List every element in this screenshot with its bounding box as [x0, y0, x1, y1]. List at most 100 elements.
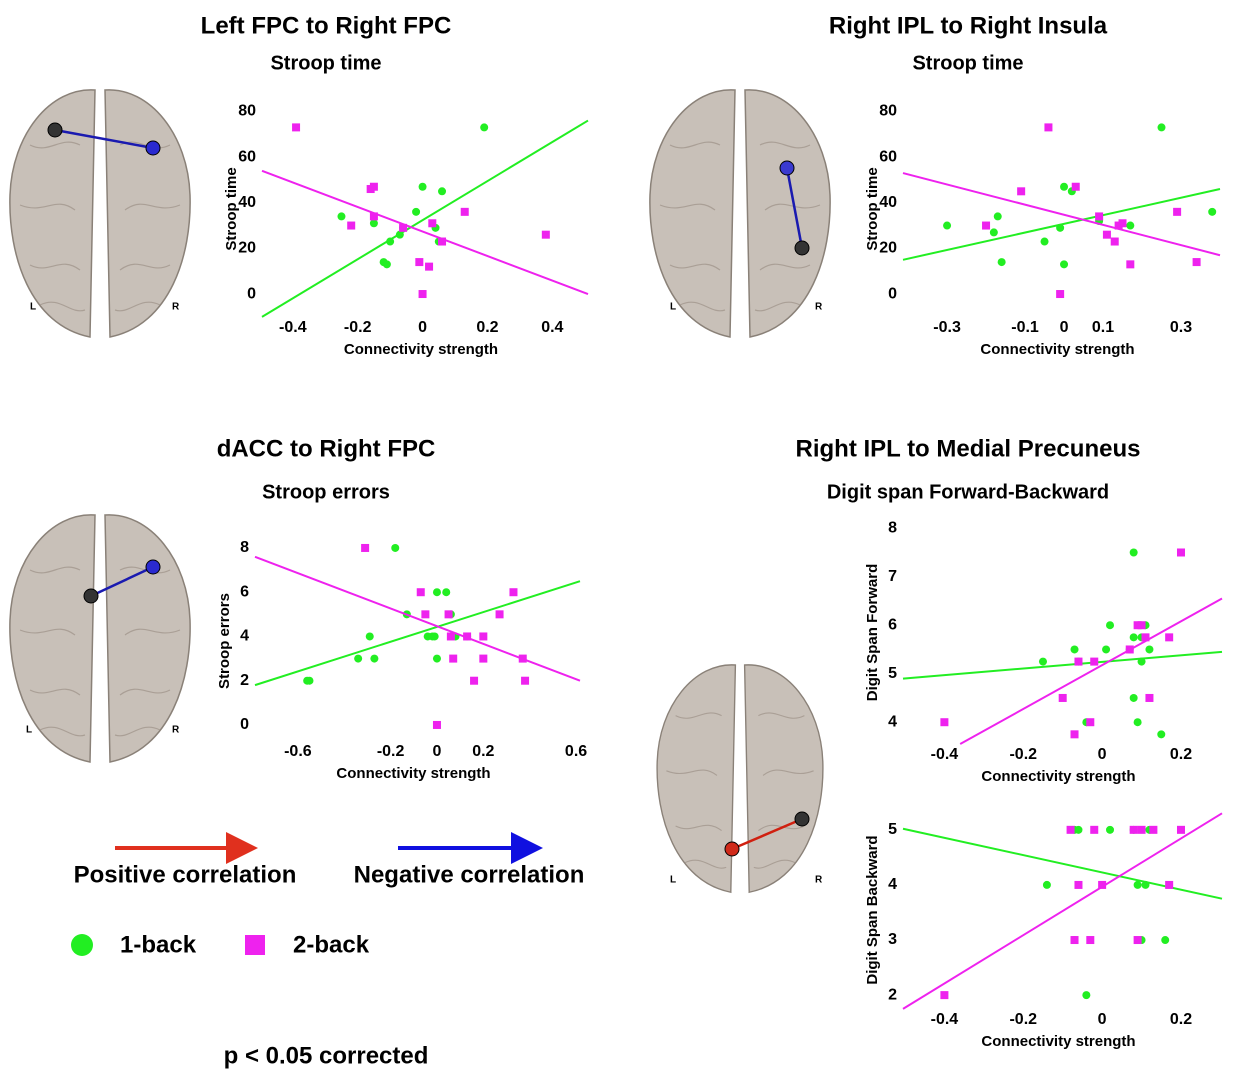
footnote: p < 0.05 corrected	[224, 1042, 429, 1069]
point	[445, 610, 453, 618]
x-tick-label: -0.2	[1009, 746, 1037, 763]
point	[366, 632, 374, 640]
point	[386, 238, 394, 246]
brain-3: L R	[10, 515, 190, 762]
point	[542, 231, 550, 239]
point	[1059, 694, 1067, 702]
point	[421, 610, 429, 618]
point	[1193, 258, 1201, 266]
y-tick-label: 40	[879, 194, 897, 211]
x-tick-label: 0	[418, 319, 427, 336]
point	[449, 655, 457, 663]
point	[461, 208, 469, 216]
point	[480, 123, 488, 131]
point	[347, 222, 355, 230]
point	[1165, 881, 1173, 889]
point	[1017, 187, 1025, 195]
x-tick-label: -0.2	[1009, 1011, 1037, 1028]
point	[1072, 183, 1080, 191]
x-tick-label: 0.2	[472, 743, 494, 760]
chart: Right IPL to Medial PrecuneusDigit span …	[796, 435, 1222, 785]
point	[438, 187, 446, 195]
point	[982, 222, 990, 230]
point	[447, 632, 455, 640]
point	[1090, 658, 1098, 666]
legend-series: 1-back	[120, 931, 197, 958]
point	[1208, 208, 1216, 216]
point	[509, 588, 517, 596]
point	[1074, 658, 1082, 666]
point	[438, 238, 446, 246]
point	[370, 183, 378, 191]
x-tick-label: 0.2	[476, 319, 498, 336]
brain-label: R	[815, 875, 823, 886]
point	[419, 290, 427, 298]
point	[1158, 123, 1166, 131]
y-tick-label: 4	[240, 628, 249, 645]
brain-label: L	[670, 302, 676, 313]
y-tick-label: 5	[888, 665, 897, 682]
legend-marker	[245, 935, 265, 955]
point	[1039, 658, 1047, 666]
brain-1: L R	[10, 90, 190, 337]
point	[1102, 645, 1110, 653]
point	[1056, 290, 1064, 298]
point	[417, 588, 425, 596]
point	[1074, 881, 1082, 889]
y-axis-label: Digit Span Forward	[864, 564, 881, 702]
point	[292, 123, 300, 131]
x-axis-label: Connectivity strength	[981, 1033, 1135, 1050]
point	[1074, 826, 1082, 834]
y-tick-label: 3	[888, 931, 897, 948]
point	[1090, 826, 1098, 834]
y-tick-label: 5	[888, 821, 897, 838]
point	[1044, 123, 1052, 131]
y-tick-label: 60	[238, 148, 256, 165]
x-tick-label: -0.1	[1011, 319, 1039, 336]
fit-line	[255, 557, 580, 681]
chart-title: Left FPC to Right FPC	[201, 12, 452, 39]
brain-label: R	[815, 302, 823, 313]
y-tick-label: 7	[888, 568, 897, 585]
point	[1177, 826, 1185, 834]
point	[361, 544, 369, 552]
y-tick-label: 80	[238, 103, 256, 120]
point	[433, 588, 441, 596]
x-axis-label: Connectivity strength	[981, 768, 1135, 785]
chart: Right IPL to Right InsulaStroop time0204…	[829, 12, 1220, 358]
point	[1071, 936, 1079, 944]
point	[1130, 694, 1138, 702]
point	[1106, 621, 1114, 629]
point	[415, 258, 423, 266]
y-tick-label: 80	[879, 103, 897, 120]
point	[412, 208, 420, 216]
point	[1071, 645, 1079, 653]
x-tick-label: -0.6	[284, 743, 312, 760]
point	[1134, 936, 1142, 944]
point	[391, 544, 399, 552]
x-axis-label: Connectivity strength	[336, 765, 490, 782]
y-tick-label: 6	[240, 583, 249, 600]
point	[1134, 881, 1142, 889]
point	[1165, 633, 1173, 641]
fit-line	[255, 581, 580, 685]
point	[1145, 645, 1153, 653]
point	[470, 677, 478, 685]
point	[425, 263, 433, 271]
point	[431, 632, 439, 640]
y-tick-label: 20	[879, 240, 897, 257]
point	[521, 677, 529, 685]
y-tick-label: 20	[238, 240, 256, 257]
point	[433, 655, 441, 663]
point	[370, 219, 378, 227]
x-tick-label: -0.4	[931, 1011, 959, 1028]
legend-marker	[71, 934, 93, 956]
point	[1126, 645, 1134, 653]
x-axis-label: Connectivity strength	[980, 341, 1134, 358]
point	[940, 991, 948, 999]
point	[990, 228, 998, 236]
point	[399, 224, 407, 232]
point	[1060, 183, 1068, 191]
